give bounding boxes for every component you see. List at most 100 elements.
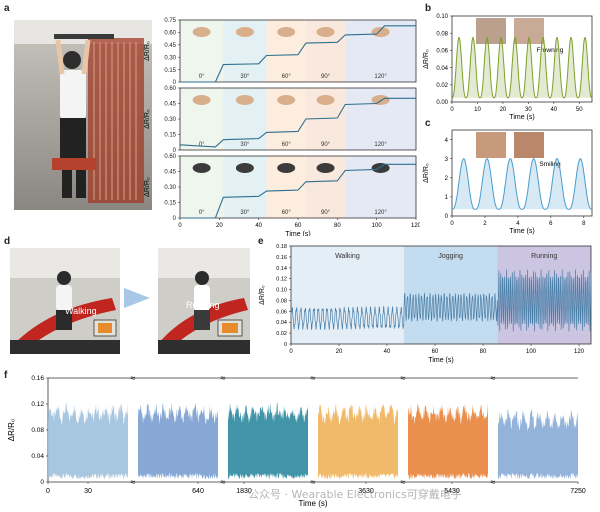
y-tick-label: 0.15: [164, 68, 176, 74]
segment-signal: [408, 402, 488, 480]
x-tick-label: 50: [576, 107, 583, 113]
limb-photo: [235, 27, 254, 37]
angle-label: 120°: [374, 74, 387, 80]
plot-frame: [179, 19, 417, 83]
signal-line: [452, 36, 592, 99]
y-tick-label: 0.08: [31, 427, 44, 434]
axis-break-icon: ≈: [491, 373, 496, 383]
x-tick-label: 100: [372, 223, 383, 229]
angle-label: 60°: [282, 210, 292, 216]
y-tick-label: 0.60: [164, 86, 176, 92]
y-tick-label: 2: [445, 176, 449, 182]
angle-label: 60°: [282, 74, 292, 80]
chart-c: Smiling 0 1 2 3 4 0 2 4 6 8 Time (s) ΔR/R₀: [423, 129, 593, 235]
limb-photo: [371, 27, 390, 37]
limb-photo: [192, 95, 211, 105]
y-tick-label: 0.10: [436, 14, 448, 20]
segment-signal: [498, 408, 578, 480]
segment-signal: [228, 402, 308, 480]
x-tick-label: 0: [450, 221, 454, 227]
x-tick-label: 80: [334, 223, 341, 229]
axis-break-icon: ≈: [311, 373, 316, 383]
angle-label: 0°: [199, 210, 205, 216]
axis-break-icon: ≈: [131, 477, 136, 487]
x-tick-label: 60: [295, 223, 302, 229]
y-tick-label: 0.18: [276, 244, 287, 250]
limb-photo: [277, 163, 296, 173]
face-photo-2: [514, 18, 544, 44]
x-tick-label: 0: [178, 223, 182, 229]
axis-break-icon: ≈: [131, 373, 136, 383]
activity-region: [403, 246, 498, 344]
panel-label-f: f: [4, 370, 8, 381]
chart-f: 0 0.04 0.08 0.12 0.16 ΔR/R₀ ≈ ≈ ≈ ≈ ≈ ≈ ≈ ≈ ≈ ≈0 30 640 18…: [7, 373, 586, 508]
limb-photo: [277, 95, 296, 105]
signal-annotation: Smiling: [539, 161, 561, 168]
y-tick-label: 0.08: [436, 31, 448, 37]
x-tick-label: 4: [516, 221, 520, 227]
y-tick-label: 0.15: [164, 201, 176, 207]
gym-photo: [14, 20, 152, 210]
treadmill-walking-photo: Walking: [10, 248, 120, 354]
region-label: Running: [531, 253, 557, 260]
chart-a: 0 0.15 0.30 0.45 0.60 0.75 ΔR/R₀ 0° 30° 60° 90° 120…: [144, 18, 420, 236]
y-tick-label: 0.02: [436, 83, 448, 89]
treadmill-running-photo: Running: [158, 248, 250, 354]
plot-frame: [290, 245, 592, 345]
y-tick-label: 0.04: [276, 320, 287, 326]
walking-caption: Walking: [65, 306, 97, 316]
limb-photo: [316, 95, 335, 105]
y-tick-label: 0.16: [276, 255, 287, 261]
x-tick-label: 20: [216, 223, 223, 229]
y-tick-label: 0.00: [436, 100, 448, 106]
limb-photo: [235, 163, 254, 173]
arrow-icon: [124, 288, 150, 308]
activity-signal: [290, 269, 592, 332]
limb-photo: [316, 27, 335, 37]
x-tick-label: 1830: [236, 488, 252, 495]
region-label: Walking: [335, 253, 360, 260]
y-tick-label: 0.04: [31, 453, 44, 460]
x-axis-label: Time (s): [285, 231, 310, 236]
angle-label: 120°: [374, 142, 387, 148]
y-tick-label: 4: [445, 138, 449, 144]
angle-label: 60°: [282, 142, 292, 148]
y-tick-label: 0.30: [164, 117, 176, 123]
signal-annotation: Frowning: [537, 47, 564, 54]
x-tick-label: 100: [526, 349, 537, 355]
panel-label-e: e: [258, 236, 264, 247]
y-axis-label: ΔR/R₀: [144, 177, 151, 197]
y-tick-label: 0.12: [31, 401, 44, 408]
signal-fill: [452, 158, 592, 210]
limb-photo: [316, 163, 335, 173]
x-axis-label: Time (s): [509, 114, 534, 121]
x-tick-label: 0: [46, 488, 50, 495]
y-tick-label: 0: [173, 216, 177, 222]
angle-label: 120°: [374, 210, 387, 216]
angle-label: 90°: [321, 210, 331, 216]
x-axis-label: Time (s): [298, 499, 327, 508]
y-tick-label: 0.30: [164, 185, 176, 191]
running-caption: Running: [186, 300, 220, 310]
x-tick-label: 2: [483, 221, 487, 227]
limb-photo: [192, 163, 211, 173]
x-tick-label: 3630: [358, 488, 374, 495]
angle-label: 30°: [240, 74, 250, 80]
x-tick-label: 30: [525, 107, 532, 113]
x-tick-label: 80: [480, 349, 487, 355]
y-tick-label: 0.16: [31, 375, 44, 382]
y-tick-label: 0: [284, 342, 287, 348]
x-tick-label: 40: [384, 349, 391, 355]
x-tick-label: 60: [432, 349, 439, 355]
y-axis-label: ΔR/R₀: [144, 41, 151, 61]
y-tick-label: 0.14: [276, 266, 287, 272]
x-tick-label: 20: [500, 107, 507, 113]
x-axis-label: Time (s): [509, 228, 534, 235]
panel-label-b: b: [425, 3, 432, 14]
y-tick-label: 0.60: [164, 31, 176, 37]
y-tick-label: 0.08: [276, 298, 287, 304]
x-tick-label: 640: [192, 488, 204, 495]
axis-break-icon: ≈: [491, 477, 496, 487]
limb-photo: [371, 163, 390, 173]
angle-label: 90°: [321, 142, 331, 148]
